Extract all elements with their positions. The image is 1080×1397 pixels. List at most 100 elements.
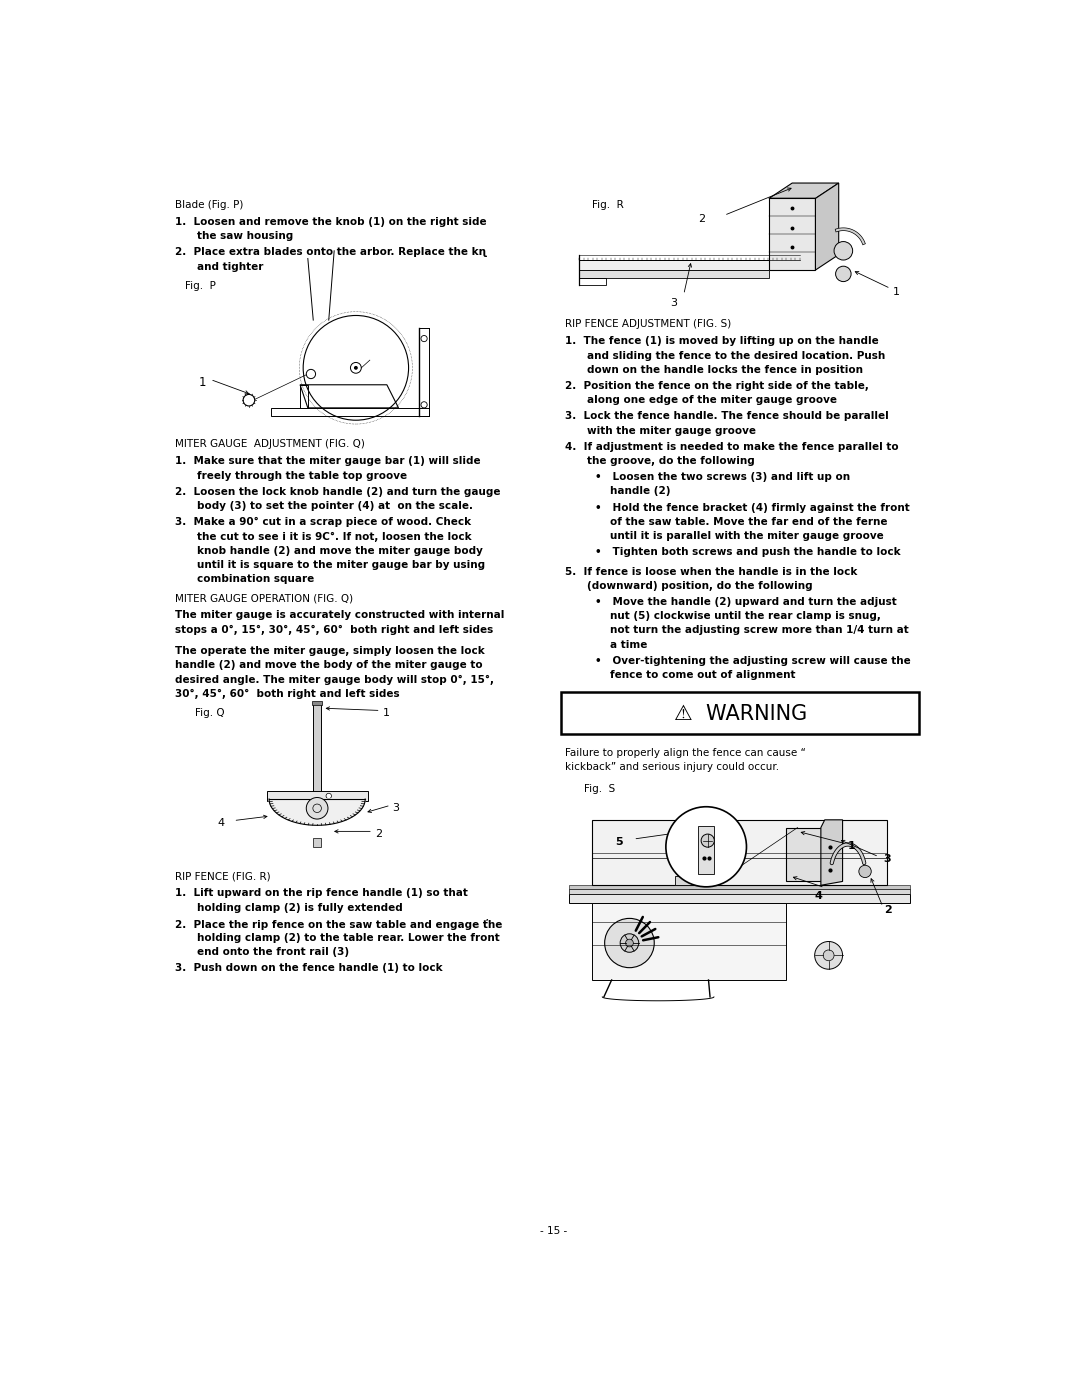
Text: 4.  If adjustment is needed to make the fence parallel to: 4. If adjustment is needed to make the f… bbox=[565, 441, 899, 451]
Text: holding clamp (2) is fully extendеd: holding clamp (2) is fully extendеd bbox=[197, 902, 403, 912]
Circle shape bbox=[859, 865, 872, 877]
Text: the cut to see i it is 9C°. If not, loosen the lock: the cut to see i it is 9C°. If not, loos… bbox=[197, 531, 472, 542]
Text: Fig.  P: Fig. P bbox=[185, 281, 216, 291]
Text: 2: 2 bbox=[699, 214, 705, 224]
Polygon shape bbox=[579, 260, 800, 270]
Polygon shape bbox=[821, 820, 842, 886]
Text: 5: 5 bbox=[616, 837, 623, 847]
Text: •   Tighten both screws and push the handle to lock: • Tighten both screws and push the handl… bbox=[595, 548, 901, 557]
Text: stops a 0°, 15°, 30°, 45°, 60°  both right and left sides: stops a 0°, 15°, 30°, 45°, 60° both righ… bbox=[175, 624, 494, 634]
Bar bbox=[592, 820, 887, 886]
Circle shape bbox=[326, 793, 332, 799]
Text: 3: 3 bbox=[882, 855, 891, 865]
Text: 1.  Make sure that the miter gauge bar (1) will slіde: 1. Make sure that the miter gauge bar (1… bbox=[175, 457, 481, 467]
Bar bbox=[710, 835, 719, 884]
Text: handle (2) and move the body of the miter gauge to: handle (2) and move the body of the mite… bbox=[175, 661, 483, 671]
Bar bbox=[313, 838, 322, 847]
Circle shape bbox=[620, 933, 638, 953]
Text: 2.  Place the rip fence on the saw table and engage ťhe: 2. Place the rip fence on the saw table … bbox=[175, 919, 502, 930]
Polygon shape bbox=[786, 827, 821, 882]
Circle shape bbox=[836, 267, 851, 282]
Text: (downward) position, do the followinɡ: (downward) position, do the followinɡ bbox=[586, 581, 812, 591]
Bar bbox=[569, 894, 910, 902]
Text: •   Over-tightening the adjusting screw will cause the: • Over-tightening the adjusting screw wi… bbox=[595, 655, 910, 666]
Bar bbox=[699, 826, 714, 873]
Text: 3.  Push down on the fence handle (1) to lock: 3. Push down on the fence handle (1) to … bbox=[175, 964, 443, 974]
Bar bbox=[675, 876, 697, 886]
Polygon shape bbox=[769, 183, 839, 198]
Text: Blade (Fig. P): Blade (Fig. P) bbox=[175, 200, 244, 210]
Text: and sliding the fence to the desired location. Push: and sliding the fence to the desired loc… bbox=[586, 351, 886, 360]
Bar bbox=[313, 703, 322, 795]
Text: 3.  Make a 90° cut in a scrap piece of wood. Check: 3. Make a 90° cut in a scrap piece of wo… bbox=[175, 517, 472, 527]
Text: of the saw table. Move the far end of the ferne: of the saw table. Move the far end of th… bbox=[610, 517, 888, 527]
Text: 3.  Lock the fence handle. The fence should be parallel: 3. Lock the fence handle. The fence shou… bbox=[565, 411, 889, 422]
Text: holding clamp (2) to the table rear. Lower the front: holding clamp (2) to the table rear. Low… bbox=[197, 933, 500, 943]
Polygon shape bbox=[579, 270, 769, 278]
Text: 5.  If fence is loose when the handle is in the lock: 5. If fence is loose when the handle is … bbox=[565, 567, 858, 577]
Circle shape bbox=[701, 834, 714, 847]
Text: 1: 1 bbox=[893, 286, 900, 298]
Text: •   Move the handle (2) upward and turn the adjust: • Move the handle (2) upward and turn th… bbox=[595, 597, 896, 606]
Text: kickback” and serious injury could occur.: kickback” and serious injury could occur… bbox=[565, 763, 780, 773]
Circle shape bbox=[354, 366, 357, 370]
Text: down on the handle locks the fence in position: down on the handle locks the fence in po… bbox=[586, 365, 863, 374]
Text: along one edge of the miter gauge groovе: along one edge of the miter gauge groovе bbox=[586, 395, 837, 405]
Bar bbox=[312, 701, 322, 705]
Text: •   Hold the fence bracket (4) firmly against the front: • Hold the fence bracket (4) firmly agai… bbox=[595, 503, 909, 513]
Text: the saw housinɡ: the saw housinɡ bbox=[197, 231, 294, 242]
Text: RIP FENCE (FIG. R): RIP FENCE (FIG. R) bbox=[175, 872, 271, 882]
Text: with the miter gauge groove: with the miter gauge groove bbox=[586, 426, 756, 436]
Text: 2.  Loosen the lock knob handle (2) and turn the gauge: 2. Loosen the lock knob handle (2) and t… bbox=[175, 486, 501, 497]
Bar bbox=[569, 886, 910, 888]
Text: 1.  The fence (1) is moved by lifting up on the handle: 1. The fence (1) is moved by lifting up … bbox=[565, 337, 879, 346]
Text: RIP FENCE ADJUSTMENT (FIG. S): RIP FENCE ADJUSTMENT (FIG. S) bbox=[565, 320, 731, 330]
Text: The miter gauge is accurately constructed with internal: The miter gauge is accurately constructe… bbox=[175, 610, 504, 620]
Circle shape bbox=[625, 939, 633, 947]
Bar bbox=[267, 791, 367, 800]
Text: 3: 3 bbox=[392, 803, 400, 813]
Text: 30°, 45°, 60°  both right and left sides: 30°, 45°, 60° both right and left sides bbox=[175, 689, 400, 698]
Circle shape bbox=[666, 806, 746, 887]
Bar bbox=[562, 692, 919, 733]
Text: the groove, do the followinɡ: the groove, do the followinɡ bbox=[586, 455, 755, 467]
Text: 1.  Lift upward on the rip fence handle (1) so that: 1. Lift upward on the rip fence handle (… bbox=[175, 888, 468, 898]
Text: a time: a time bbox=[610, 640, 647, 650]
Text: 1: 1 bbox=[383, 708, 390, 718]
Text: knob handle (2) and move the miter gauge body: knob handle (2) and move the miter gauge… bbox=[197, 546, 483, 556]
Text: MITER GAUGE  ADJUSTMENT (FIG. Q): MITER GAUGE ADJUSTMENT (FIG. Q) bbox=[175, 440, 365, 450]
Bar bbox=[569, 888, 910, 894]
Text: Fig. Q: Fig. Q bbox=[194, 708, 225, 718]
Text: 1: 1 bbox=[848, 841, 855, 851]
Text: desired angle. The miter gauge body will stop 0°, 15°,: desired angle. The miter gauge body will… bbox=[175, 675, 495, 685]
Text: 4: 4 bbox=[814, 891, 823, 901]
Polygon shape bbox=[769, 198, 815, 270]
Text: - 15 -: - 15 - bbox=[540, 1227, 567, 1236]
Text: Fig.  R: Fig. R bbox=[592, 200, 624, 210]
Text: not turn the adjusting screw more than 1/4 turn at: not turn the adjusting screw more than 1… bbox=[610, 626, 909, 636]
Text: 2: 2 bbox=[885, 904, 892, 915]
Bar bbox=[579, 278, 606, 285]
Circle shape bbox=[814, 942, 842, 970]
Circle shape bbox=[823, 950, 834, 961]
Text: fence to come out of alignment: fence to come out of alignment bbox=[610, 671, 796, 680]
Text: •   Loosen the two screws (3) and lift up on: • Loosen the two screws (3) and lift up … bbox=[595, 472, 850, 482]
Text: ⚠  WARNING: ⚠ WARNING bbox=[674, 704, 807, 724]
Polygon shape bbox=[592, 902, 786, 979]
Text: 4: 4 bbox=[218, 819, 225, 828]
Text: 2.  Position the fence on the right side of the table,: 2. Position the fence on the right side … bbox=[565, 381, 869, 391]
Text: handle (2): handle (2) bbox=[610, 486, 671, 496]
Text: 1: 1 bbox=[199, 376, 206, 388]
Text: combination squarе: combination squarе bbox=[197, 574, 314, 584]
Text: 2: 2 bbox=[375, 828, 382, 840]
Circle shape bbox=[605, 918, 654, 968]
Text: Fig.  S: Fig. S bbox=[584, 784, 616, 793]
Text: end onto the front rail (3): end onto the front rail (3) bbox=[197, 947, 349, 957]
Circle shape bbox=[307, 798, 328, 819]
Polygon shape bbox=[269, 799, 365, 826]
Text: and tighter: and tighter bbox=[197, 261, 264, 271]
Text: 3: 3 bbox=[671, 298, 677, 307]
Text: Failure to properly align the fence can cause “: Failure to properly align the fence can … bbox=[565, 747, 806, 757]
Text: nut (5) clockwise until the rear clamp is snuɡ,: nut (5) clockwise until the rear clamp i… bbox=[610, 610, 881, 622]
Bar bbox=[681, 841, 691, 884]
